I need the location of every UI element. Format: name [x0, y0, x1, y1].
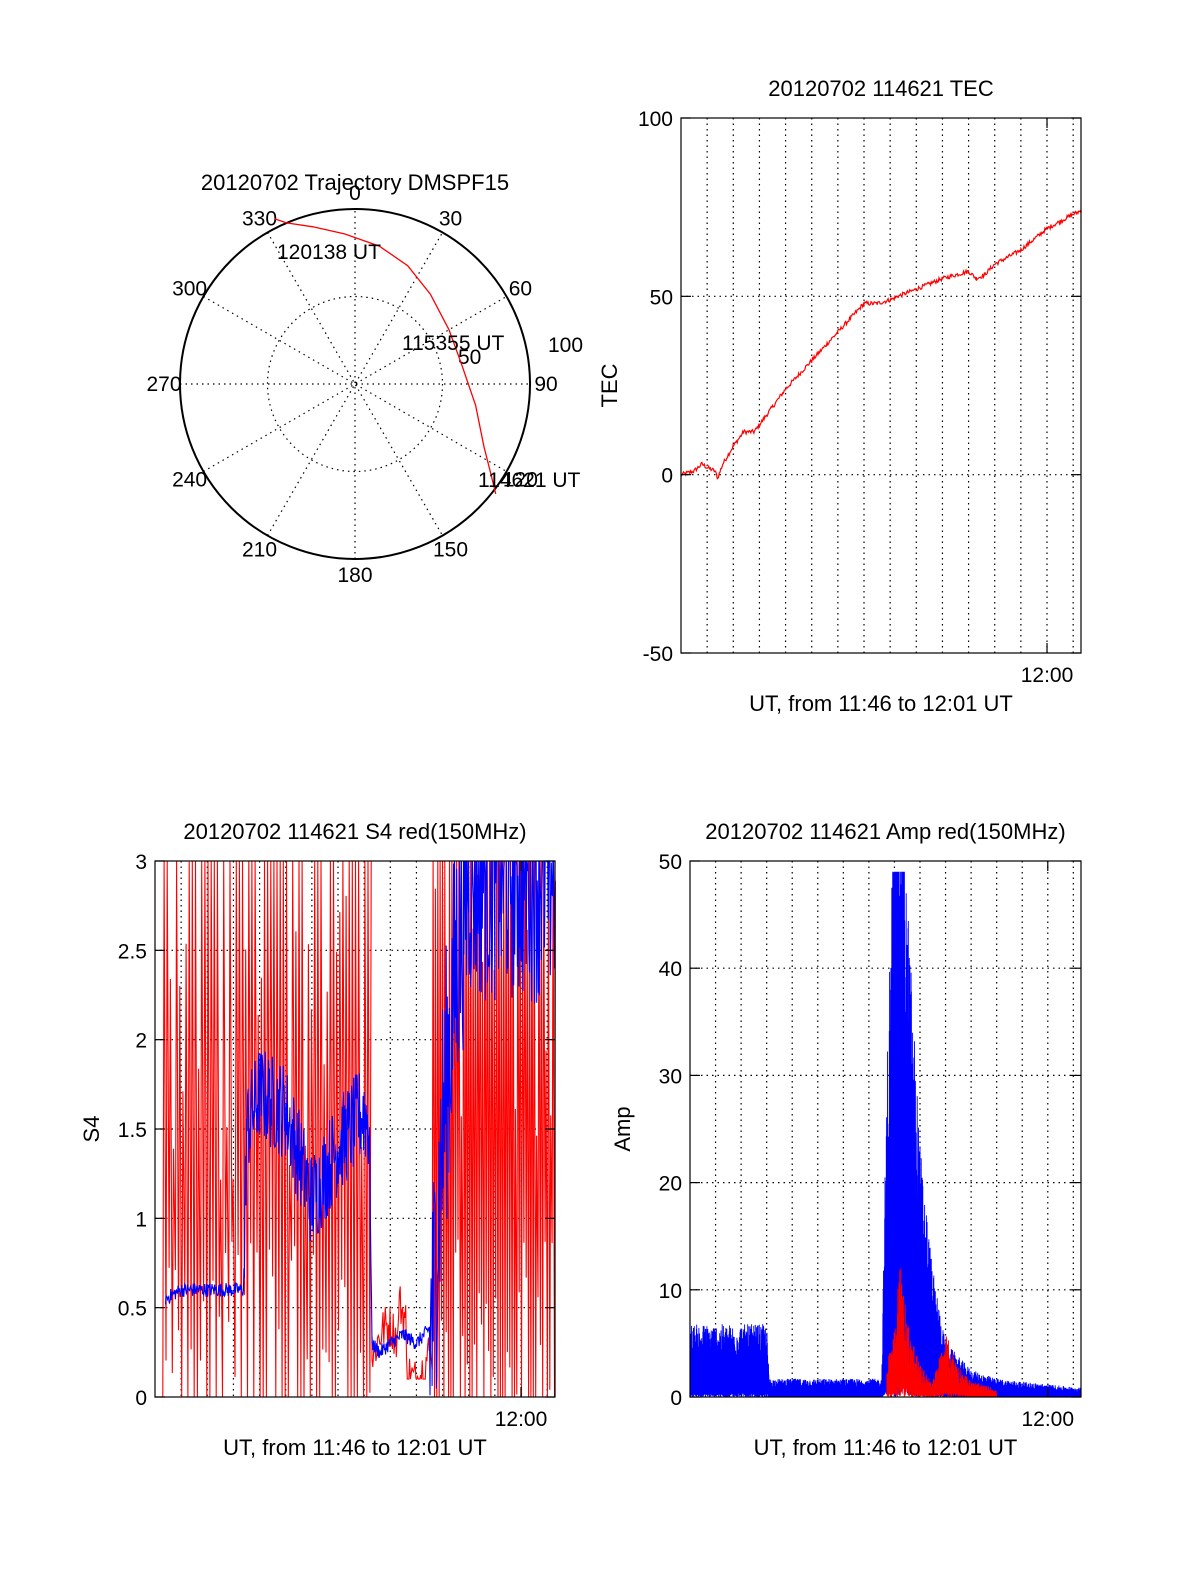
polar-spoke: [266, 232, 444, 536]
polar-spoke: [203, 295, 507, 473]
tec-line: [680, 209, 1082, 480]
amp-blue-line: [689, 871, 1082, 1398]
tec-series-group: [680, 209, 1082, 480]
polar-plot: 20120702 Trajectory DMSPF15 0 30 60 90 120 15…: [146, 170, 583, 587]
amp-xlabel: UT, from 11:46 to 12:01 UT: [754, 1435, 1018, 1460]
polar-azimuth-tick-label: 120: [503, 469, 538, 492]
polar-azimuth-tick-label: 180: [337, 564, 372, 587]
tec-ytick-label: -50: [643, 643, 673, 666]
s4-xlabel: UT, from 11:46 to 12:01 UT: [223, 1435, 487, 1460]
tec-frame: [680, 117, 1082, 654]
s4-ytick-label: 3: [135, 851, 147, 874]
amp-series-group: [689, 871, 1082, 1398]
amp-ylabel: Amp: [610, 1106, 635, 1151]
s4-ytick-label: 2.5: [118, 940, 147, 963]
amp-ytick-label: 0: [670, 1387, 682, 1410]
amp-ytick-label: 20: [659, 1173, 682, 1196]
polar-azimuth-tick-label: 150: [433, 538, 468, 561]
s4-blue-line: [164, 860, 556, 1396]
tec-panel: 20120702 114621 TEC -50 0 50 100 12:00 UT, fro…: [597, 76, 1082, 716]
polar-radial-label-50: 50: [458, 346, 481, 369]
polar-radial-label-100: 100: [548, 334, 583, 357]
amp-xtick-label: 12:00: [1021, 1408, 1074, 1431]
tec-xlabel: UT, from 11:46 to 12:01 UT: [749, 691, 1013, 716]
tec-ylabel: TEC: [597, 363, 622, 407]
amp-ytick-label: 10: [659, 1280, 682, 1303]
polar-azimuth-tick-label: 240: [172, 469, 207, 492]
trajectory-line: [274, 218, 497, 495]
polar-annotation-start: 114621 UT: [478, 469, 581, 492]
polar-annotation-mid: 115355 UT: [402, 332, 505, 355]
s4-panel: 20120702 114621 S4 red(150MHz) 0 0.5 1 1.5 2 2…: [79, 819, 556, 1460]
tec-xtick-label: 12:00: [1021, 664, 1074, 687]
amp-ytick-label: 40: [659, 958, 682, 981]
polar-azimuth-tick-label: 90: [534, 373, 557, 396]
polar-azimuth-tick-label: 60: [509, 278, 532, 301]
amp-panel: 20120702 114621 Amp red(150MHz) 0 10 20 30 40…: [610, 819, 1082, 1460]
polar-grid: [180, 209, 530, 559]
polar-azimuth-tick-label: 330: [242, 208, 277, 231]
s4-ylabel: S4: [79, 1116, 104, 1143]
tec-title: 20120702 114621 TEC: [768, 76, 994, 101]
polar-azimuth-tick-label: 300: [172, 278, 207, 301]
s4-ytick-label: 0.5: [118, 1298, 147, 1321]
s4-ytick-label: 2: [135, 1030, 147, 1053]
amp-red-line: [886, 1268, 998, 1398]
amp-title: 20120702 114621 Amp red(150MHz): [705, 819, 1065, 844]
s4-ytick-label: 1: [135, 1208, 147, 1231]
tec-ytick-label: 50: [650, 286, 673, 309]
polar-azimuth-tick-label: 270: [146, 373, 181, 396]
amp-ytick-label: 50: [659, 851, 682, 874]
polar-annotation-end: 120138 UT: [277, 241, 381, 264]
amp-frame: [689, 860, 1082, 1398]
amp-ytick-label: 30: [659, 1065, 682, 1088]
polar-title: 20120702 Trajectory DMSPF15: [201, 170, 509, 195]
polar-outer-circle: [179, 208, 531, 560]
s4-title: 20120702 114621 S4 red(150MHz): [183, 819, 526, 844]
polar-azimuth-tick-label: 210: [242, 538, 277, 561]
s4-ytick-label: 0: [135, 1387, 147, 1410]
s4-xtick-label: 12:00: [495, 1408, 548, 1431]
polar-azimuth-tick-label: 30: [439, 208, 462, 231]
tec-ytick-label: 0: [661, 465, 673, 488]
polar-trajectory-series: [274, 218, 497, 495]
polar-azimuth-ticks: 0 30 60 90 120 150 180 210 240 270 300 330: [146, 182, 557, 587]
polar-spoke: [203, 295, 507, 473]
polar-ring-50: [266, 295, 444, 473]
polar-azimuth-tick-label: 0: [349, 182, 361, 205]
s4-ytick-label: 1.5: [118, 1119, 147, 1142]
tec-ytick-label: 100: [638, 108, 673, 131]
polar-spoke: [266, 232, 444, 536]
s4-series-group: [162, 860, 556, 1398]
